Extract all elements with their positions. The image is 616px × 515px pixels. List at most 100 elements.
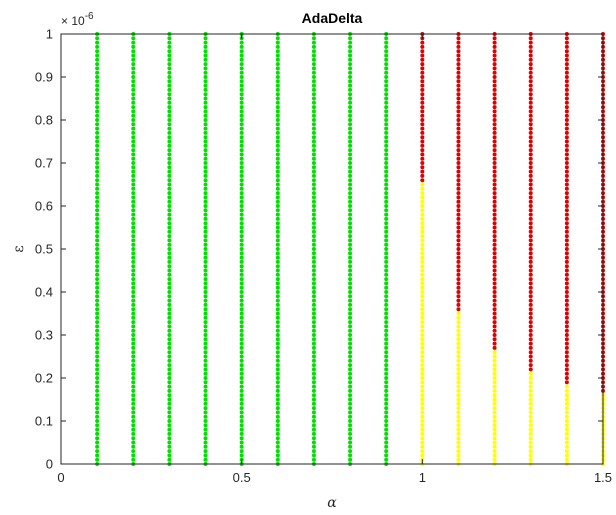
data-point	[203, 204, 208, 208]
data-point	[167, 294, 172, 299]
data-point	[311, 242, 316, 247]
data-point	[528, 135, 533, 140]
data-point	[311, 315, 316, 320]
data-point	[456, 79, 461, 84]
data-point	[528, 453, 533, 458]
data-point	[311, 152, 316, 157]
data-point	[239, 118, 244, 122]
data-point	[420, 414, 425, 419]
data-point	[528, 328, 533, 333]
data-point	[311, 259, 316, 264]
data-point	[492, 66, 497, 71]
data-point	[167, 62, 172, 67]
data-point	[528, 113, 533, 118]
data-point	[528, 440, 533, 445]
data-point	[420, 100, 425, 105]
data-point	[528, 242, 533, 247]
data-point	[95, 87, 100, 92]
data-point	[456, 173, 461, 178]
data-point	[456, 294, 461, 299]
data-point	[203, 221, 208, 226]
data-point	[311, 109, 316, 114]
data-point	[384, 414, 389, 419]
data-point	[564, 337, 569, 342]
data-point	[384, 302, 389, 307]
data-point	[275, 341, 280, 346]
data-point	[420, 410, 425, 415]
data-point	[528, 247, 533, 251]
data-point	[131, 130, 136, 135]
data-point	[239, 337, 244, 342]
data-point	[492, 75, 497, 79]
data-point	[384, 453, 389, 458]
data-point	[420, 302, 425, 307]
data-point	[492, 388, 497, 393]
data-point	[384, 444, 389, 449]
data-point	[311, 423, 316, 428]
data-point	[95, 341, 100, 346]
data-point	[492, 238, 497, 243]
data-point	[384, 290, 389, 294]
data-point	[456, 419, 461, 423]
data-point	[384, 410, 389, 415]
data-point	[311, 66, 316, 71]
data-point	[456, 302, 461, 307]
segment-green	[203, 32, 208, 466]
data-point	[167, 148, 172, 153]
data-point	[95, 62, 100, 67]
data-point	[456, 436, 461, 441]
data-point	[239, 444, 244, 449]
data-point	[203, 161, 208, 165]
data-point	[95, 234, 100, 239]
data-point	[167, 457, 172, 462]
series-column-1	[420, 32, 425, 466]
data-point	[420, 148, 425, 153]
data-point	[384, 36, 389, 41]
data-point	[311, 457, 316, 462]
data-point	[348, 371, 353, 376]
data-point	[131, 298, 136, 303]
data-point	[311, 431, 316, 436]
data-point	[203, 457, 208, 462]
data-point	[384, 169, 389, 174]
data-point	[420, 79, 425, 84]
data-point	[167, 376, 172, 380]
data-point	[528, 354, 533, 359]
data-point	[456, 371, 461, 376]
data-point	[492, 376, 497, 380]
data-point	[275, 444, 280, 449]
y-exponent-base: × 10	[61, 14, 85, 28]
data-point	[131, 186, 136, 191]
data-point	[348, 345, 353, 350]
data-point	[203, 302, 208, 307]
data-point	[95, 345, 100, 350]
data-point	[203, 118, 208, 122]
data-point	[348, 221, 353, 226]
data-point	[384, 130, 389, 135]
data-point	[239, 143, 244, 148]
data-point	[239, 66, 244, 71]
data-point	[311, 225, 316, 230]
data-point	[492, 173, 497, 178]
data-point	[203, 419, 208, 423]
data-point	[420, 281, 425, 286]
data-point	[239, 341, 244, 346]
data-point	[167, 281, 172, 286]
data-point	[95, 367, 100, 372]
data-point	[456, 75, 461, 79]
data-point	[348, 148, 353, 153]
data-point	[348, 169, 353, 174]
data-point	[348, 414, 353, 419]
data-point	[239, 195, 244, 200]
y-tick-label: 0.1	[35, 414, 53, 429]
data-point	[311, 234, 316, 239]
data-point	[311, 92, 316, 97]
data-point	[167, 87, 172, 92]
data-point	[492, 341, 497, 346]
data-point	[95, 199, 100, 204]
data-point	[311, 165, 316, 170]
data-point	[239, 57, 244, 62]
data-point	[131, 350, 136, 355]
data-point	[275, 70, 280, 75]
data-point	[95, 431, 100, 436]
